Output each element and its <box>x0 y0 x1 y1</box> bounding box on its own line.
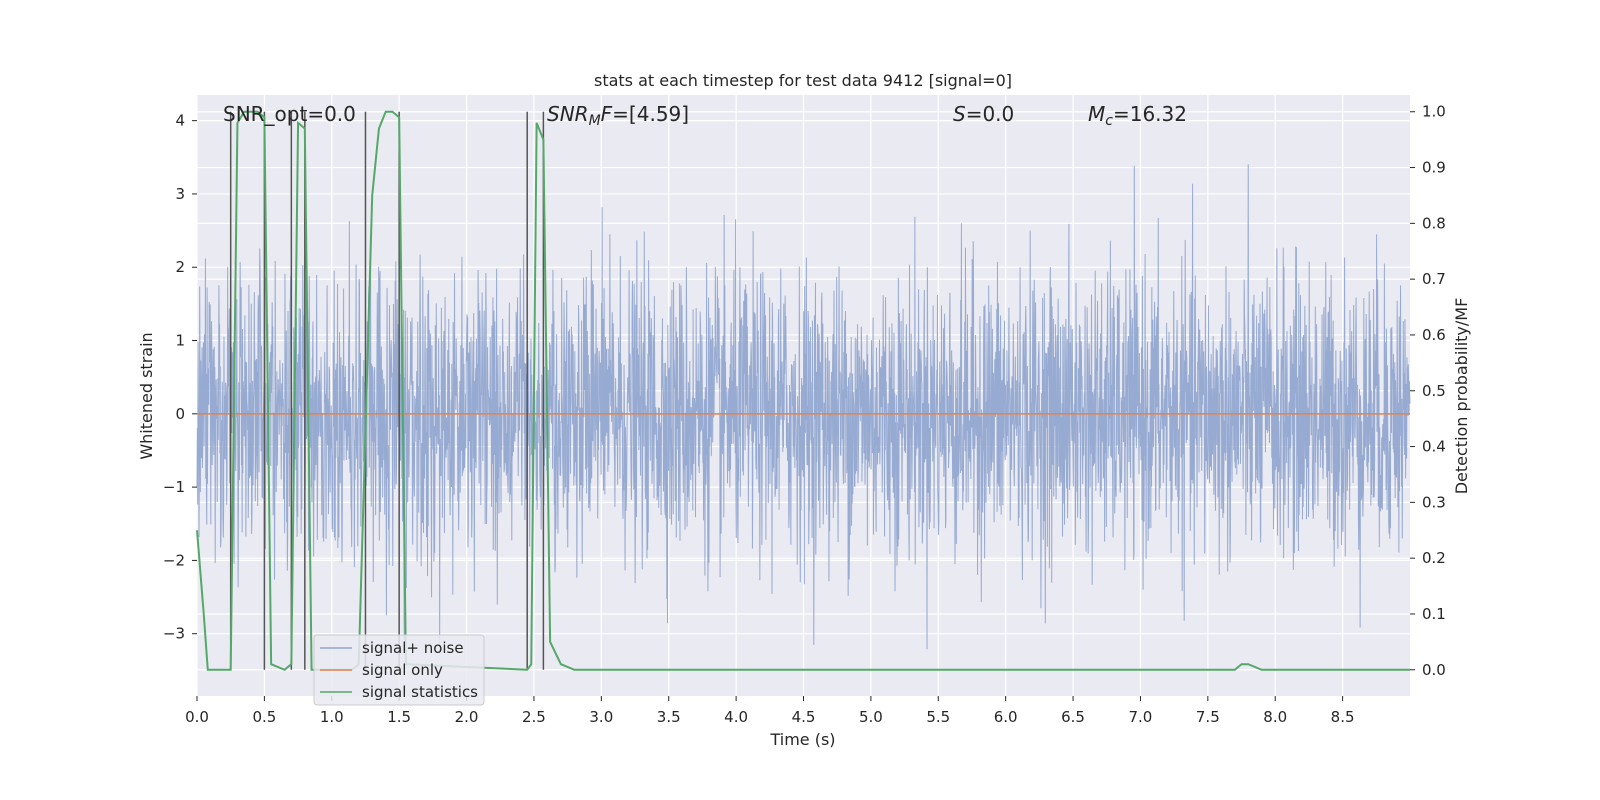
y-tick-label: −2 <box>163 551 185 569</box>
right-y-tick-label: 0.2 <box>1422 549 1446 567</box>
x-tick-label: 6.0 <box>994 708 1018 726</box>
signal-statistics-line <box>196 110 1410 671</box>
y-tick-label: −3 <box>163 625 185 643</box>
right-y-axis-label: Detection probability/MF <box>1452 298 1471 495</box>
x-tick-label: 5.0 <box>859 708 883 726</box>
right-y-tick-label: 0.6 <box>1422 326 1446 344</box>
right-y-tick-label: 0.9 <box>1422 159 1446 177</box>
y-tick-label: 2 <box>175 258 185 276</box>
right-y-tick-label: 1.0 <box>1422 103 1446 121</box>
x-tick-label: 6.5 <box>1061 708 1085 726</box>
right-y-tick-label: 0.1 <box>1422 605 1446 623</box>
legend-label-signal-only: signal only <box>362 661 443 679</box>
x-axis-ticks: 0.0 0.5 1.0 1.5 2.0 2.5 3.0 3.5 4.0 4.5 5.0 5.5 6.0 6… <box>185 696 1355 726</box>
right-y-tick-label: 0.8 <box>1422 214 1446 232</box>
y-tick-label: −1 <box>163 478 185 496</box>
x-tick-label: 4.5 <box>792 708 816 726</box>
x-tick-label: 1.5 <box>387 708 411 726</box>
x-tick-label: 2.5 <box>522 708 546 726</box>
legend-box <box>313 634 485 706</box>
y-axis-ticks: −3 −2 −1 0 1 2 3 4 <box>163 112 197 643</box>
x-tick-label: 3.0 <box>589 708 613 726</box>
series-signal-statistics <box>196 110 1410 671</box>
x-tick-label: 0.5 <box>252 708 276 726</box>
x-tick-label: 8.5 <box>1331 708 1355 726</box>
annotation-snr-mf: SNRMF=[4.59] <box>547 102 689 129</box>
legend: signal+ noise signal only signal statist… <box>313 634 485 706</box>
x-tick-label: 7.5 <box>1196 708 1220 726</box>
right-y-tick-label: 0.3 <box>1422 493 1446 511</box>
right-y-tick-label: 0.4 <box>1422 438 1446 456</box>
right-y-tick-label: 0.5 <box>1422 382 1446 400</box>
right-y-axis-ticks: 0.0 0.1 0.2 0.3 0.4 0.5 0.6 0.7 0.8 0.9 1.0 <box>1410 103 1446 679</box>
x-tick-label: 4.0 <box>724 708 748 726</box>
annotations: SNR_opt=0.0 SNRMF=[4.59] S=0.0 Mc=16.32 <box>223 102 1187 129</box>
x-tick-label: 5.5 <box>926 708 950 726</box>
y-tick-label: 3 <box>175 185 185 203</box>
right-y-tick-label: 0.0 <box>1422 661 1446 679</box>
x-tick-label: 8.0 <box>1263 708 1287 726</box>
annotation-s: S=0.0 <box>953 102 1014 126</box>
right-y-tick-label: 0.7 <box>1422 270 1446 288</box>
x-tick-label: 2.0 <box>455 708 479 726</box>
annotation-snr-opt: SNR_opt=0.0 <box>223 102 356 126</box>
y-tick-label: 4 <box>175 112 185 130</box>
legend-label-signal-plus-noise: signal+ noise <box>362 639 464 657</box>
x-tick-label: 3.5 <box>657 708 681 726</box>
legend-label-signal-statistics: signal statistics <box>362 683 478 701</box>
y-tick-label: 1 <box>175 332 185 350</box>
y-axis-label: Whitened strain <box>137 332 156 459</box>
chart-title: stats at each timestep for test data 941… <box>594 71 1012 90</box>
x-axis-label: Time (s) <box>769 730 835 749</box>
x-tick-label: 0.0 <box>185 708 209 726</box>
x-tick-label: 1.0 <box>320 708 344 726</box>
y-tick-label: 0 <box>175 405 185 423</box>
x-tick-label: 7.0 <box>1129 708 1153 726</box>
annotation-mc: Mc=16.32 <box>1088 102 1187 129</box>
